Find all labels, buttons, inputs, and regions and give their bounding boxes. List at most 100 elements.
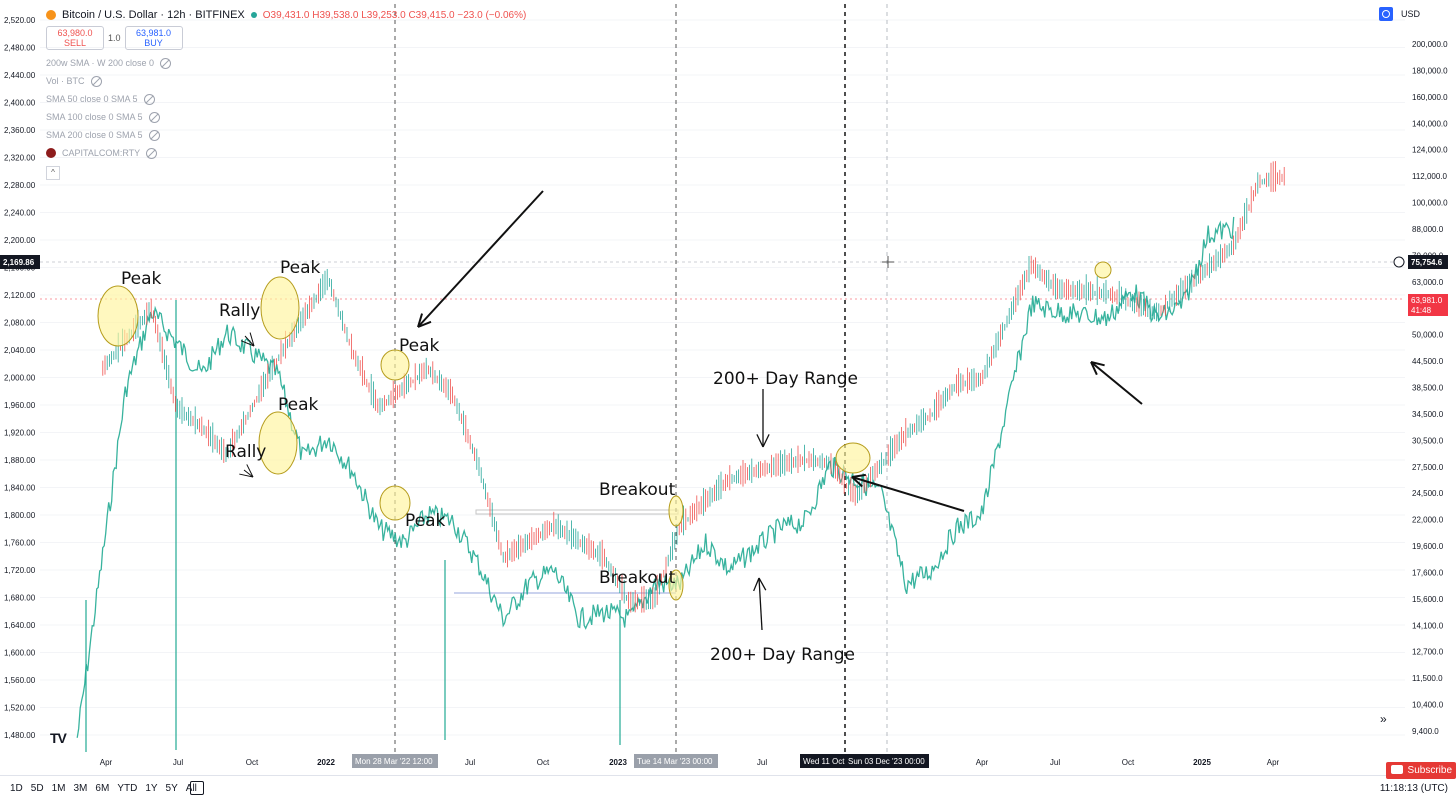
eye-hidden-icon[interactable] xyxy=(143,93,155,105)
time-readout[interactable]: 11:18:13 (UTC) xyxy=(1379,783,1448,794)
left-crosshair-tag xyxy=(0,255,40,269)
annotation-label: Peak xyxy=(280,258,321,278)
range-button-ytd[interactable]: YTD xyxy=(117,783,138,794)
x-tick-label: Oct xyxy=(1122,758,1135,767)
arrow-shaft xyxy=(1090,361,1143,405)
date-tags: Mon 28 Mar '22 12:00 Tue 14 Mar '23 00:00… xyxy=(352,754,929,768)
right-tick-label: 19,600.0 xyxy=(1412,542,1444,551)
left-tick-label: 1,840.00 xyxy=(4,484,36,493)
arrow-head xyxy=(249,332,255,347)
x-tick-label: Apr xyxy=(1267,758,1280,767)
eye-hidden-icon[interactable] xyxy=(148,129,160,141)
right-tick-label: 9,400.0 xyxy=(1412,727,1439,736)
chart-legend: Bitcoin / U.S. Dollar · 12h · BITFINEX O… xyxy=(46,6,526,180)
x-tick-label: Jul xyxy=(173,758,183,767)
highlight-circle xyxy=(1094,261,1112,279)
eye-hidden-icon[interactable] xyxy=(160,57,172,69)
range-button-6m[interactable]: 6M xyxy=(95,783,110,794)
range-button-5y[interactable]: 5Y xyxy=(165,783,178,794)
date-tag-label: Mon 28 Mar '22 12:00 xyxy=(355,757,433,766)
right-tick-label: 14,100.0 xyxy=(1412,621,1444,630)
left-crosshair-value: 2,169.86 xyxy=(3,258,35,267)
range-button-1y[interactable]: 1Y xyxy=(145,783,158,794)
indicator-rty[interactable]: CAPITALCOM:RTY xyxy=(46,144,526,162)
indicator-vol[interactable]: Vol · BTC xyxy=(46,72,526,90)
indicator-sma-50[interactable]: SMA 50 close 0 SMA 5 xyxy=(46,90,526,108)
arrow-head xyxy=(239,473,254,478)
right-tick-label: 24,500.0 xyxy=(1412,489,1444,498)
currency-label[interactable]: USD xyxy=(1400,9,1420,19)
left-tick-label: 2,120.00 xyxy=(4,291,36,300)
compare-icon[interactable] xyxy=(1378,7,1393,21)
date-tag xyxy=(352,754,438,768)
symbol-title[interactable]: Bitcoin / U.S. Dollar · 12h · BITFINEX xyxy=(62,9,245,21)
last-price-tag xyxy=(1408,294,1448,316)
quantity-value[interactable]: 1.0 xyxy=(108,33,121,43)
x-tick-label: Jul xyxy=(757,758,767,767)
arrow-shaft xyxy=(417,190,544,328)
eye-hidden-icon[interactable] xyxy=(146,147,158,159)
arrow-head xyxy=(1090,361,1105,367)
left-tick-label: 2,520.00 xyxy=(4,16,36,25)
arrow-head xyxy=(246,464,254,478)
range-button-1m[interactable]: 1M xyxy=(51,783,66,794)
arrow-head xyxy=(758,577,767,591)
range-selector: 1D 5D 1M 3M 6M YTD 1Y 5Y All xyxy=(10,783,197,794)
arrow-head xyxy=(417,320,432,328)
date-tag-label: Tue 14 Mar '23 00:00 xyxy=(637,757,713,766)
range-button-5d[interactable]: 5D xyxy=(30,783,44,794)
range-button-all[interactable]: All xyxy=(185,783,197,794)
date-tag-label: Wed 11 Oct xyxy=(803,757,845,766)
add-alert-icon xyxy=(1393,256,1405,268)
left-tick-label: 2,440.00 xyxy=(4,71,36,80)
calendar-icon[interactable] xyxy=(190,781,204,795)
range-button-1d[interactable]: 1D xyxy=(10,783,23,794)
annotation-label: Rally xyxy=(219,301,260,321)
annotation-label: Peak xyxy=(405,511,446,531)
indicator-sma-200[interactable]: SMA 200 close 0 SMA 5 xyxy=(46,126,526,144)
highlight-circle xyxy=(668,495,684,527)
left-tick-label: 2,240.00 xyxy=(4,209,36,218)
sell-price: 63,980.0 xyxy=(57,28,93,38)
right-tick-label: 12,700.0 xyxy=(1412,648,1444,657)
indicator-label: SMA 50 close 0 SMA 5 xyxy=(46,94,138,104)
collapse-legend-button[interactable]: ^ xyxy=(46,166,60,180)
x-tick-label: 2025 xyxy=(1193,758,1211,767)
time-axis: Apr Jul Oct 2022 Jul Oct 2023 Jul Apr Jul Oct 2025 A… xyxy=(100,758,1280,767)
left-tick-label: 1,680.00 xyxy=(4,594,36,603)
range-button-3m[interactable]: 3M xyxy=(73,783,88,794)
indicator-label: SMA 200 close 0 SMA 5 xyxy=(46,130,143,140)
arrow-shaft xyxy=(851,476,965,512)
arrow-shaft xyxy=(758,577,763,631)
left-tick-label: 2,480.00 xyxy=(4,44,36,53)
tradingview-logo: TV xyxy=(50,730,67,746)
highlight-circle xyxy=(380,349,410,381)
indicator-label: 200w SMA · W 200 close 0 xyxy=(46,58,155,68)
right-tick-label: 112,000.0 xyxy=(1412,172,1448,181)
annotation-label: 200+ Day Range xyxy=(710,645,855,665)
left-tick-label: 2,080.00 xyxy=(4,319,36,328)
right-tick-label: 34,500.0 xyxy=(1412,410,1444,419)
right-tick-label: 63,000.0 xyxy=(1412,278,1444,287)
left-tick-label: 2,400.00 xyxy=(4,99,36,108)
arrow-head xyxy=(417,313,424,328)
left-tick-label: 1,560.00 xyxy=(4,676,36,685)
buy-button[interactable]: 63,981.0 BUY xyxy=(124,26,183,50)
eye-hidden-icon[interactable] xyxy=(90,75,102,87)
arrow-head xyxy=(1090,361,1098,376)
eye-hidden-icon[interactable] xyxy=(148,111,160,123)
x-tick-label: Apr xyxy=(100,758,113,767)
subscribe-button[interactable]: Subscribe xyxy=(1385,762,1456,779)
trade-panel: 63,980.0 SELL 1.0 63,981.0 BUY xyxy=(46,26,526,50)
sell-button[interactable]: 63,980.0 SELL xyxy=(46,26,104,50)
indicator-sma-100[interactable]: SMA 100 close 0 SMA 5 xyxy=(46,108,526,126)
indicator-200w-sma[interactable]: 200w SMA · W 200 close 0 xyxy=(46,54,526,72)
right-tick-label: 124,000.0 xyxy=(1412,146,1448,155)
right-tick-label: 10,400.0 xyxy=(1412,701,1444,710)
left-tick-label: 1,480.00 xyxy=(4,731,36,740)
scroll-right-icon[interactable]: » xyxy=(1380,712,1387,726)
right-tick-label: 27,500.0 xyxy=(1412,463,1444,472)
left-tick-label: 1,600.00 xyxy=(4,649,36,658)
annotation-label: 200+ Day Range xyxy=(713,369,858,389)
